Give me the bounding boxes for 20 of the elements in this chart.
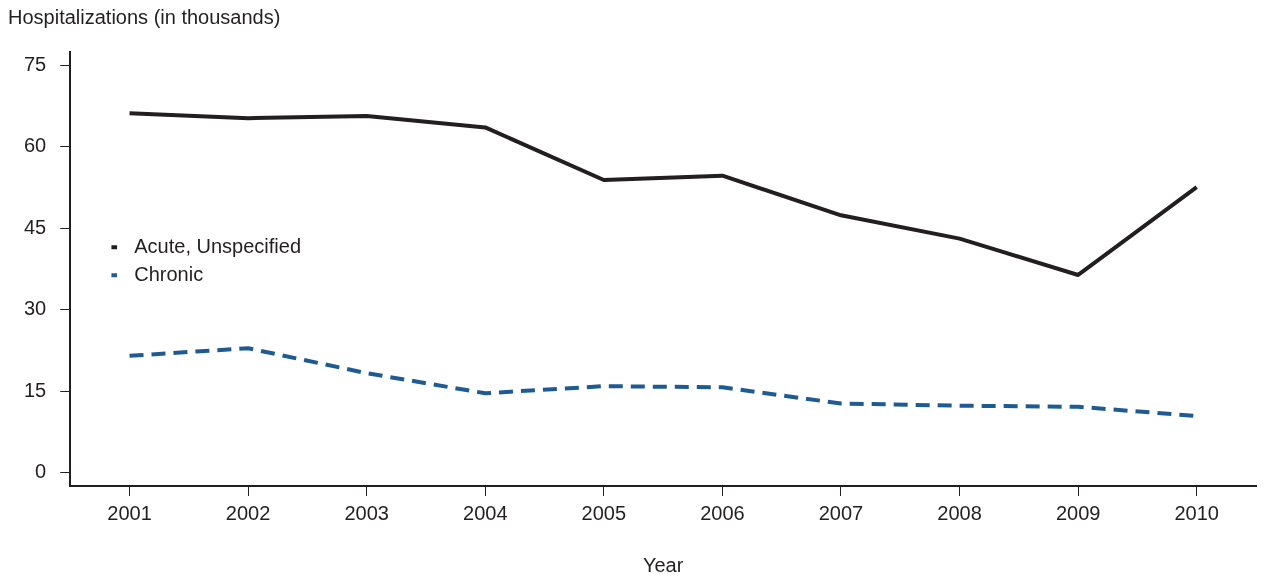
y-tick-label: 75 (24, 53, 47, 76)
y-axis-title: Hospitalizations (in thousands) (8, 5, 281, 28)
x-tick-label: 2009 (1055, 501, 1101, 524)
x-tick-label: 2007 (818, 501, 864, 524)
legend-label: Acute, Unspecified (134, 234, 302, 257)
x-tick-label: 2003 (344, 501, 389, 524)
x-tick-label: 2002 (225, 501, 271, 524)
x-tick-label: 2006 (700, 501, 745, 524)
x-tick-label: 2004 (463, 501, 508, 524)
y-tick-label: 30 (24, 297, 47, 320)
x-tick-label: 2001 (107, 501, 152, 524)
y-tick-label: 45 (24, 215, 47, 238)
x-tick-label: 2010 (1174, 501, 1219, 524)
y-tick-label: 60 (24, 134, 47, 157)
x-axis-title: Year (642, 553, 684, 576)
x-tick-label: 2008 (937, 501, 982, 524)
y-tick-label: 0 (35, 459, 47, 482)
y-tick-label: 15 (24, 378, 47, 401)
x-tick-label: 2005 (581, 501, 627, 524)
legend-label: Chronic (134, 262, 204, 285)
